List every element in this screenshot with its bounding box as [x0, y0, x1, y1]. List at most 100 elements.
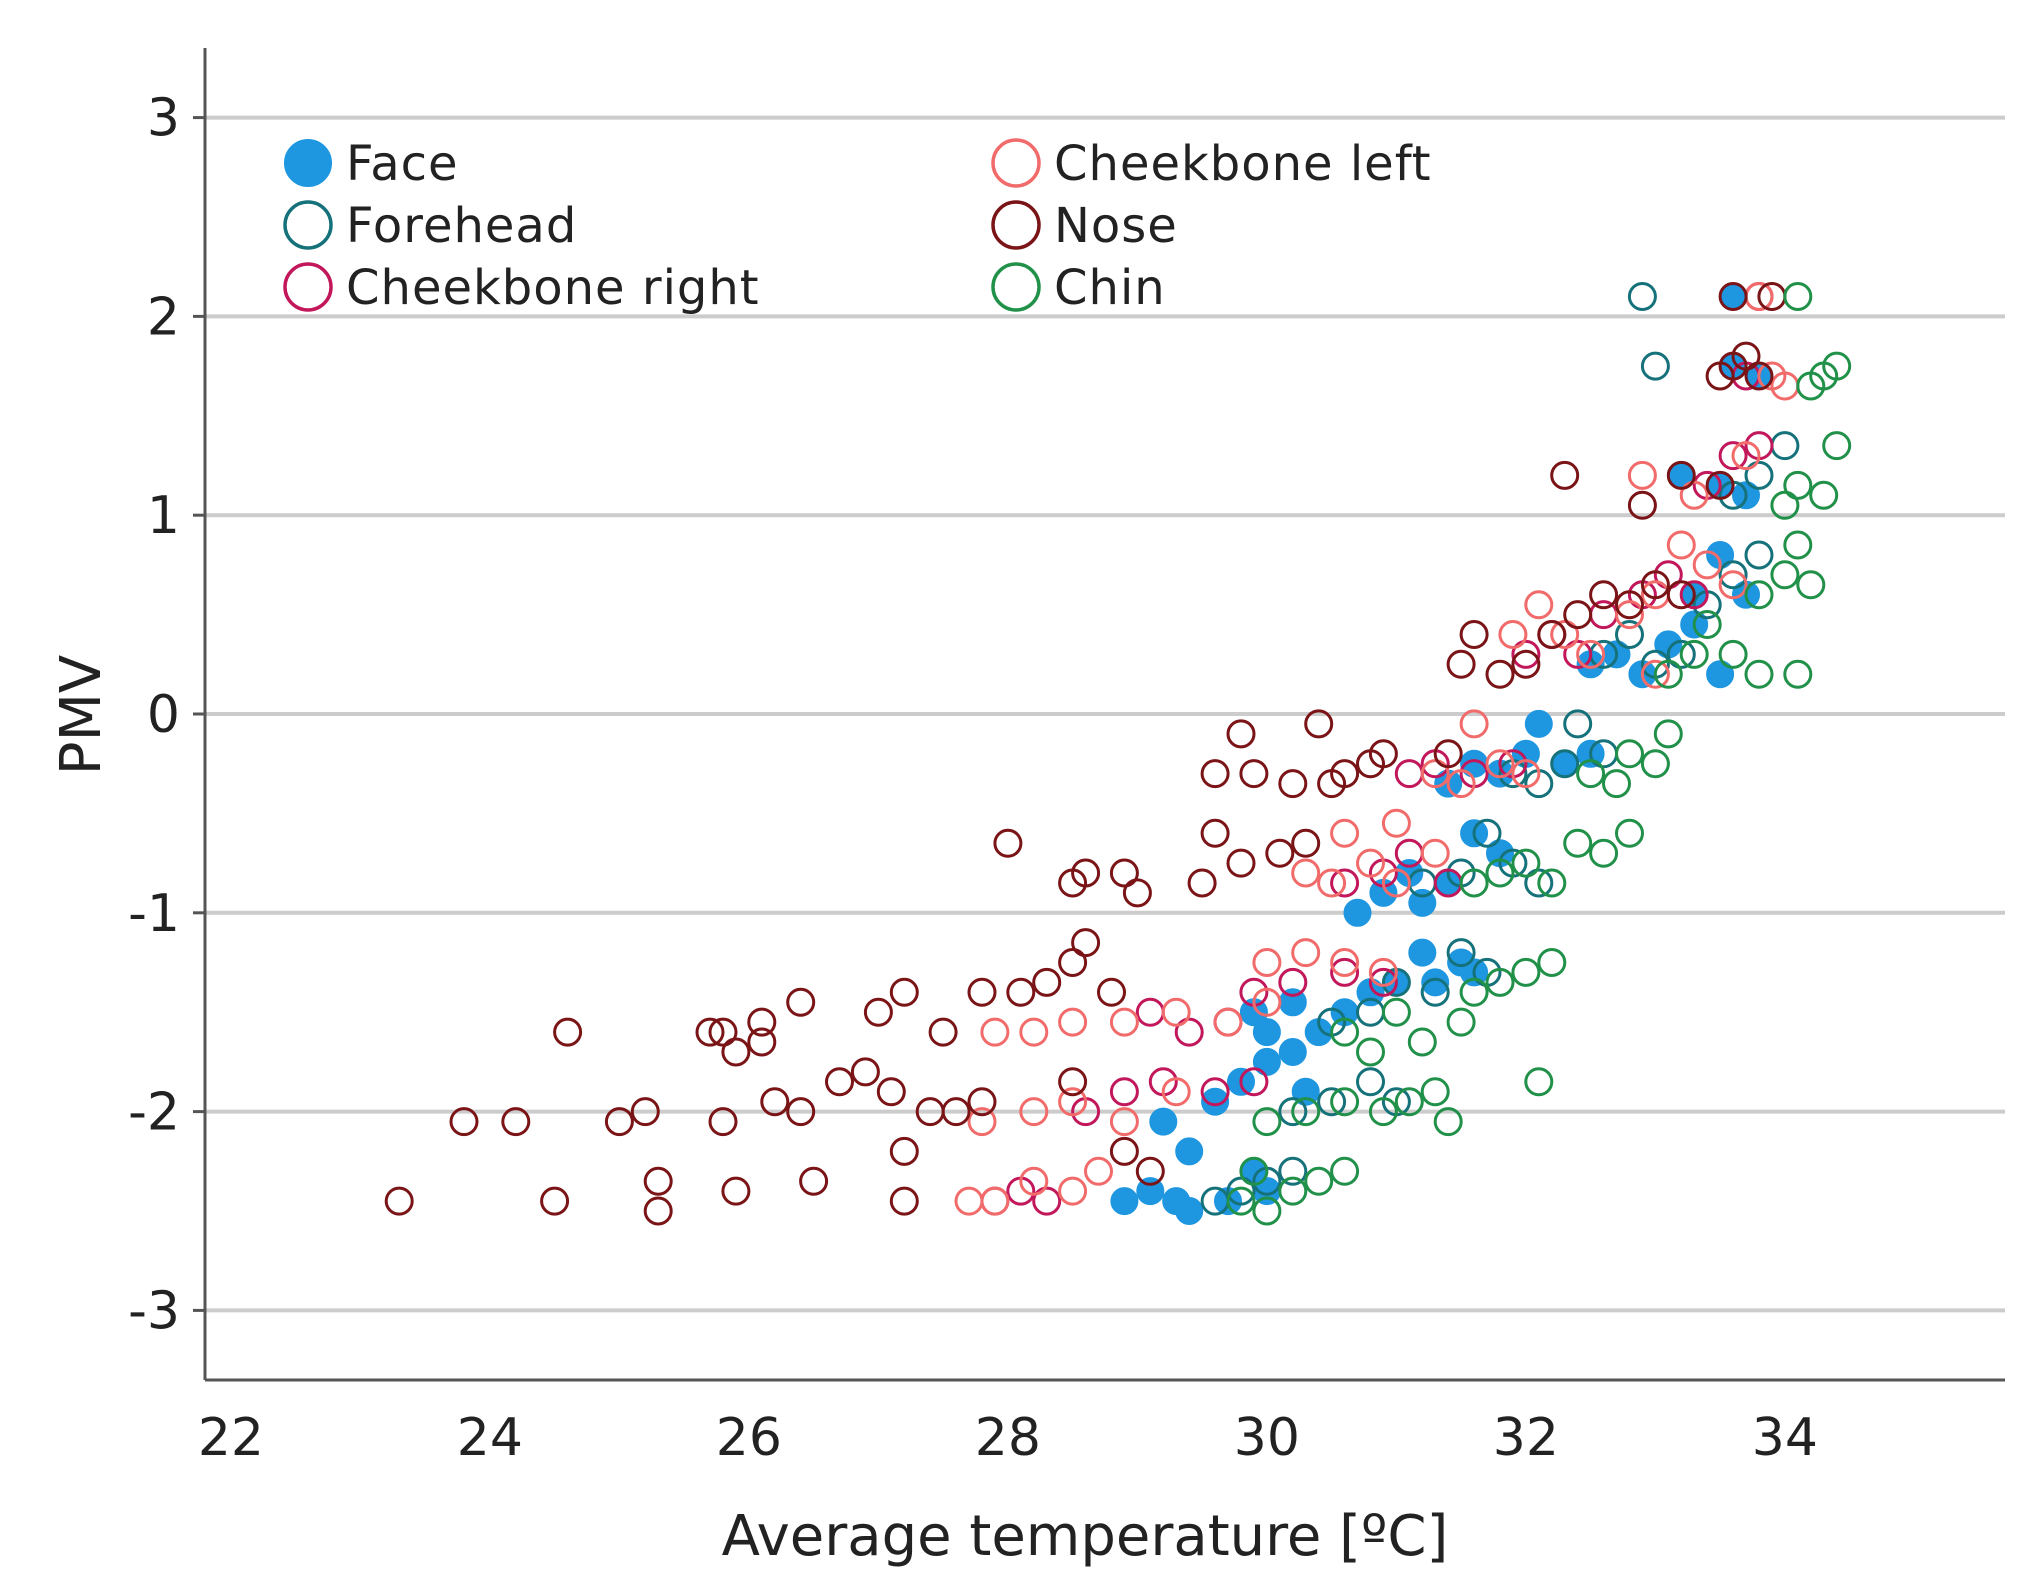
point-forehead: [1524, 868, 1554, 898]
point-nose: [1291, 828, 1321, 858]
point-chin: [1278, 1176, 1308, 1206]
point-cheekbone-right: [1032, 1186, 1062, 1216]
legend-label-cheekbone-left: Cheekbone left: [1054, 136, 1432, 192]
point-face: [1252, 1018, 1281, 1047]
point-forehead: [1744, 460, 1774, 490]
point-nose: [993, 828, 1023, 858]
point-cheekbone-left: [1161, 1077, 1191, 1107]
x-tick-label: 26: [716, 1408, 782, 1468]
point-nose: [1640, 570, 1670, 600]
point-face: [1408, 938, 1437, 967]
legend-marker-nose: [991, 200, 1041, 250]
point-face: [1149, 1107, 1178, 1136]
point-face: [1408, 888, 1437, 917]
point-nose: [1058, 948, 1088, 977]
x-tick-label: 30: [1234, 1408, 1300, 1468]
point-nose: [941, 1097, 971, 1127]
data-points: [384, 282, 1852, 1226]
point-chin: [1537, 948, 1567, 977]
point-nose: [1705, 470, 1735, 500]
y-tick-label: 0: [147, 685, 180, 745]
point-cheekbone-left: [1381, 808, 1411, 838]
point-chin: [1679, 639, 1709, 669]
x-axis-title: Average temperature [ºC]: [722, 1504, 1449, 1569]
point-nose: [540, 1186, 570, 1216]
y-tick-label: -3: [128, 1281, 180, 1341]
point-cheekbone-left: [1084, 1156, 1113, 1186]
point-cheekbone-right: [1278, 967, 1308, 997]
series-nose: [384, 282, 1787, 1226]
point-nose: [1071, 858, 1101, 888]
point-chin: [1822, 351, 1852, 381]
point-cheekbone-left: [1317, 868, 1347, 898]
point-nose: [1731, 341, 1761, 371]
point-cheekbone-left: [1019, 1166, 1049, 1196]
point-nose: [1200, 818, 1230, 848]
point-cheekbone-left: [1420, 838, 1450, 868]
point-forehead: [1640, 351, 1670, 381]
point-chin: [1589, 838, 1619, 868]
point-nose: [708, 1017, 738, 1047]
point-cheekbone-right: [1330, 868, 1360, 898]
y-tick-label: 3: [147, 89, 180, 149]
point-chin: [1252, 1196, 1282, 1226]
point-nose: [876, 1077, 906, 1107]
point-nose: [1278, 769, 1308, 799]
point-cheekbone-left: [1058, 1007, 1088, 1037]
point-chin: [1602, 769, 1631, 799]
point-cheekbone-left: [1109, 1107, 1139, 1137]
point-chin: [1615, 818, 1644, 848]
legend-marker-forehead: [283, 200, 333, 250]
point-nose: [967, 1087, 997, 1117]
point-face: [1343, 898, 1372, 927]
point-nose: [1226, 719, 1256, 749]
point-nose: [1071, 928, 1101, 958]
point-cheekbone-left: [1109, 1007, 1139, 1037]
point-chin: [1783, 470, 1813, 500]
point-chin: [1563, 828, 1593, 858]
point-chin: [1809, 480, 1839, 510]
point-chin: [1796, 570, 1826, 600]
point-cheekbone-left: [1058, 1087, 1088, 1117]
point-nose: [501, 1107, 531, 1137]
point-chin: [1330, 1156, 1360, 1186]
legend-label-forehead: Forehead: [346, 198, 577, 254]
point-chin: [1330, 1087, 1360, 1117]
point-nose: [1109, 1136, 1139, 1166]
x-tick-label: 34: [1752, 1408, 1818, 1468]
point-nose: [1511, 649, 1541, 679]
point-nose: [1718, 282, 1748, 311]
point-cheekbone-right: [1718, 441, 1748, 471]
point-nose: [889, 1186, 919, 1216]
x-tick-label: 28: [975, 1408, 1041, 1468]
point-chin: [1291, 1097, 1321, 1127]
point-chin: [1368, 1097, 1398, 1127]
point-forehead: [1226, 1176, 1256, 1206]
point-chin: [1381, 997, 1411, 1027]
point-cheekbone-left: [1615, 600, 1644, 630]
point-cheekbone-left: [1550, 620, 1580, 649]
point-nose: [1187, 868, 1217, 898]
series-forehead: [1200, 282, 1800, 1216]
point-nose: [604, 1107, 634, 1137]
point-cheekbone-right: [1511, 639, 1541, 669]
point-cheekbone-left: [1330, 818, 1360, 848]
point-cheekbone-left: [1576, 639, 1606, 669]
point-cheekbone-right: [1200, 1077, 1230, 1107]
point-chin: [1356, 1037, 1385, 1067]
point-nose: [721, 1176, 751, 1206]
y-tick-label: -1: [128, 884, 180, 944]
point-chin: [1511, 957, 1541, 987]
legend-label-cheekbone-right: Cheekbone right: [346, 260, 760, 316]
point-nose: [721, 1037, 751, 1067]
point-chin: [1524, 1067, 1554, 1097]
point-forehead: [1317, 1087, 1347, 1117]
point-cheekbone-left: [1330, 948, 1360, 977]
point-chin: [1796, 371, 1826, 401]
point-chin: [1330, 1017, 1360, 1047]
point-chin: [1744, 580, 1774, 610]
y-tick-label: 1: [147, 486, 180, 546]
point-chin: [1615, 739, 1644, 769]
